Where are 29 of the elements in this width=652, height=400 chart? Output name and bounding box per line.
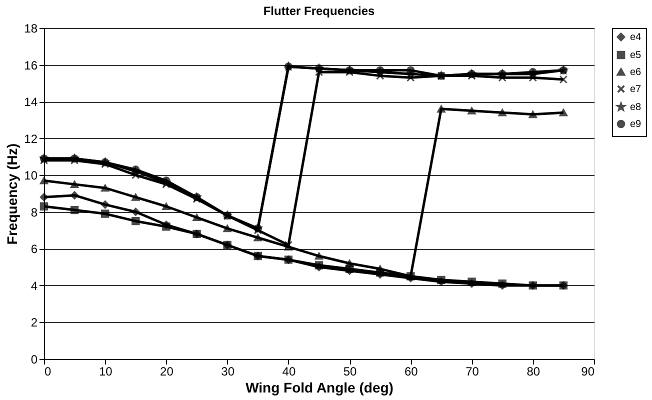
x-tick-label: 50 — [343, 364, 358, 378]
legend-label: e8 — [630, 102, 642, 113]
y-tick-label: 12 — [24, 132, 38, 146]
x-tick-label: 20 — [160, 364, 174, 378]
y-axis-title: Frequency (Hz) — [4, 143, 20, 245]
x-tick-label: 30 — [221, 364, 235, 378]
x-tick-label: 80 — [526, 364, 540, 378]
y-tick-label: 18 — [24, 22, 38, 36]
legend-label: e6 — [630, 67, 642, 78]
legend-label: e5 — [630, 50, 642, 61]
chart-title: Flutter Frequencies — [263, 4, 376, 18]
x-tick-label: 10 — [98, 364, 113, 378]
legend-label: e4 — [630, 32, 642, 43]
x-axis-title: Wing Fold Angle (deg) — [246, 380, 394, 396]
x-tick-label: 60 — [404, 364, 418, 378]
y-tick-label: 14 — [24, 95, 38, 110]
x-tick-label: 90 — [581, 364, 595, 378]
x-tick-label: 70 — [466, 364, 480, 378]
y-tick-label: 10 — [24, 168, 38, 183]
legend-label: e9 — [630, 119, 642, 130]
y-tick-label: 0 — [30, 352, 38, 366]
y-tick-label: 4 — [30, 278, 38, 293]
x-tick-label: 40 — [282, 364, 296, 378]
legend-label: e7 — [630, 84, 642, 95]
y-tick-label: 6 — [30, 242, 38, 256]
y-tick-label: 2 — [30, 316, 38, 330]
x-tick-label: 0 — [44, 364, 52, 378]
y-tick-label: 16 — [24, 58, 38, 72]
y-tick-label: 8 — [30, 205, 38, 220]
